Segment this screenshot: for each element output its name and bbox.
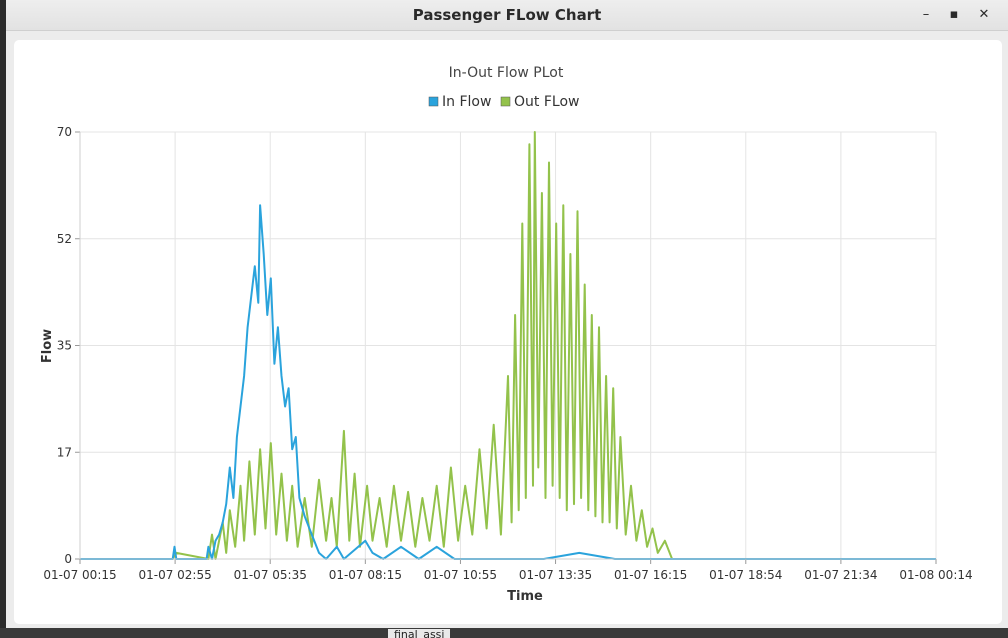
legend-swatch-out-flow — [500, 96, 511, 107]
x-tick-label: 01-07 13:35 — [519, 568, 592, 582]
minimize-button[interactable]: – — [922, 7, 930, 22]
y-tick-label: 70 — [57, 125, 72, 139]
y-tick-label: 17 — [57, 445, 72, 459]
axes: 0 17 35 52 70 01-07 00:15 01-07 02:55 01-07 05:… — [43, 125, 972, 582]
y-tick-label: 52 — [57, 232, 72, 246]
x-tick-label: 01-07 21:34 — [804, 568, 877, 582]
grid — [79, 131, 937, 560]
x-tick-label: 01-07 02:55 — [138, 568, 211, 582]
y-tick-label: 35 — [57, 339, 72, 353]
legend: In Flow Out FLow — [428, 94, 579, 110]
x-tick-label: 01-07 00:15 — [43, 568, 116, 582]
legend-label-in-flow: In Flow — [442, 94, 491, 110]
x-axis-label: Time — [507, 589, 543, 604]
chart-title: In-Out Flow PLot — [449, 65, 564, 81]
desktop-sidebar-strip — [0, 0, 6, 638]
chart-window: Passenger FLow Chart – ▪ ✕ In-Out Flow P… — [6, 0, 1008, 628]
y-axis-label: Flow — [40, 329, 55, 363]
legend-swatch-in-flow — [428, 96, 439, 107]
y-tick-label: 0 — [64, 552, 72, 566]
chart-svg: In-Out Flow PLot In Flow Out FLow 0 17 35 52… — [40, 65, 973, 604]
x-tick-label: 01-07 05:35 — [234, 568, 307, 582]
x-tick-label: 01-08 00:14 — [899, 568, 972, 582]
series-line-out-flow — [80, 131, 936, 560]
desktop-bottom-strip — [0, 628, 1008, 638]
maximize-button[interactable]: ▪ — [949, 7, 959, 22]
chart-panel: In-Out Flow PLot In Flow Out FLow 0 17 35 52… — [14, 40, 1002, 624]
close-button[interactable]: ✕ — [978, 7, 990, 22]
x-tick-label: 01-07 08:15 — [329, 568, 402, 582]
x-tick-label: 01-07 10:55 — [424, 568, 497, 582]
x-tick-label: 01-07 16:15 — [614, 568, 687, 582]
x-tick-label: 01-07 18:54 — [709, 568, 782, 582]
window-title: Passenger FLow Chart — [412, 6, 602, 24]
taskbar-item[interactable]: final_assi — [388, 629, 451, 638]
titlebar[interactable]: Passenger FLow Chart – ▪ ✕ — [6, 0, 1008, 31]
legend-label-out-flow: Out FLow — [514, 94, 579, 110]
